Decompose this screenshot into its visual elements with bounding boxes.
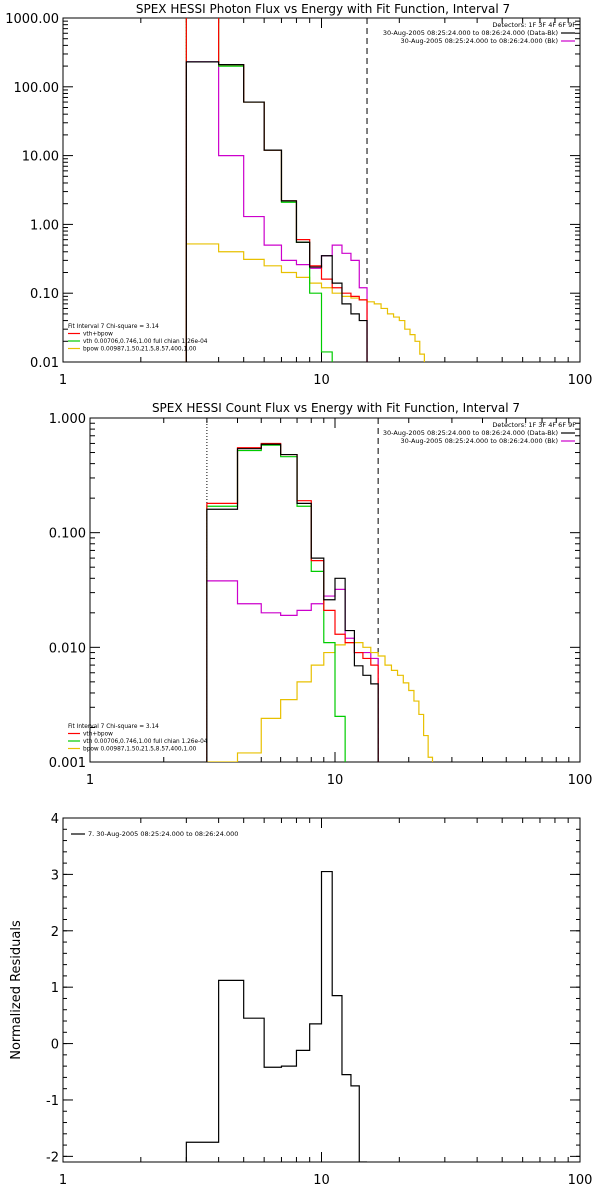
legend-entry: vth+bpow [83, 732, 113, 738]
legend-entry: bpow 0.00987,1.50,21.5,8.57,400,1.00 [83, 747, 197, 753]
legend-entry: vth 0.00706,0.746,1.00 full chian 1.26e-… [83, 739, 208, 745]
legend-entry: Fit Interval 7 Chi-square = 3.14 [68, 724, 159, 730]
x-tick-label: 1 [59, 1173, 67, 1188]
y-tick-label: 10.00 [22, 150, 59, 165]
y-tick-label: -1 [46, 1094, 59, 1109]
x-tick-label: 100 [568, 1173, 593, 1188]
series-bk-line [206, 580, 379, 762]
chart-title: SPEX HESSI Photon Flux vs Energy with Fi… [136, 2, 510, 16]
x-tick-label: 100 [568, 373, 593, 388]
legend-entry: vth+bpow [83, 332, 113, 338]
legend-entry: 30-Aug-2005 08:25:24.000 to 08:26:24.000… [383, 29, 558, 37]
y-tick-label: 0 [51, 1038, 59, 1053]
series-vth-line [185, 18, 368, 362]
series-bpow-line [206, 641, 434, 762]
legend-entry: 30-Aug-2005 08:25:24.000 to 08:26:24.000… [401, 37, 558, 45]
x-tick-label: 10 [327, 773, 344, 788]
count-flux-panel: SPEX HESSI Count Flux vs Energy with Fit… [49, 401, 593, 788]
y-tick-label: 0.001 [49, 756, 86, 771]
series-bpow-line [185, 243, 425, 362]
series-bk-line [185, 61, 368, 362]
chart-title: SPEX HESSI Count Flux vs Energy with Fit… [152, 401, 520, 415]
legend-entry: Fit Interval 7 Chi-square = 3.14 [68, 324, 159, 330]
x-tick-label: 10 [313, 373, 330, 388]
legend-entry: 30-Aug-2005 08:25:24.000 to 08:26:24.000… [401, 437, 558, 445]
legend-entry: bpow 0.00987,1.50,21.5,8.57,400,1.00 [83, 347, 197, 353]
series-total-line [206, 442, 379, 762]
y-tick-label: 1.000 [49, 412, 86, 427]
legend-entry: Detectors: 1F 3F 4F 6F 9F [492, 421, 576, 429]
y-tick-label: 0.10 [30, 287, 59, 302]
y-axis-label: Normalized Residuals [9, 920, 24, 1060]
y-tick-label: 0.01 [30, 356, 59, 371]
series-data-line [206, 443, 379, 762]
photon-flux-panel: SPEX HESSI Photon Flux vs Energy with Fi… [5, 2, 592, 388]
legend-entry: 7. 30-Aug-2005 08:25:24.000 to 08:26:24.… [88, 830, 238, 838]
y-tick-label: 4 [51, 812, 59, 827]
series-total-line [185, 18, 368, 362]
y-tick-label: 1.00 [30, 218, 59, 233]
legend-entry: 30-Aug-2005 08:25:24.000 to 08:26:24.000… [383, 429, 558, 437]
residuals-panel: Normalized Residuals 1 10 100 -2 -1 0 1 2 3 4 7. 3… [9, 812, 592, 1188]
series-vth-line [206, 444, 379, 762]
series-data-line [185, 61, 368, 362]
x-tick-label: 1 [86, 773, 94, 788]
legend-entry: vth 0.00706,0.746,1.00 full chian 1.26e-… [83, 339, 208, 345]
y-tick-label: 100.00 [14, 81, 60, 96]
x-tick-label: 10 [313, 1173, 330, 1188]
y-tick-label: -2 [46, 1150, 59, 1165]
y-tick-label: 2 [51, 925, 59, 940]
y-tick-label: 0.010 [49, 641, 86, 656]
y-tick-label: 0.100 [49, 527, 86, 542]
y-tick-label: 1 [51, 981, 59, 996]
x-tick-label: 1 [59, 373, 67, 388]
y-tick-label: 3 [51, 868, 59, 883]
series-resid-line [185, 870, 368, 1162]
y-tick-label: 1000.00 [5, 12, 59, 27]
legend-entry: Detectors: 1F 3F 4F 6F 9F [492, 21, 576, 29]
x-tick-label: 100 [568, 773, 593, 788]
